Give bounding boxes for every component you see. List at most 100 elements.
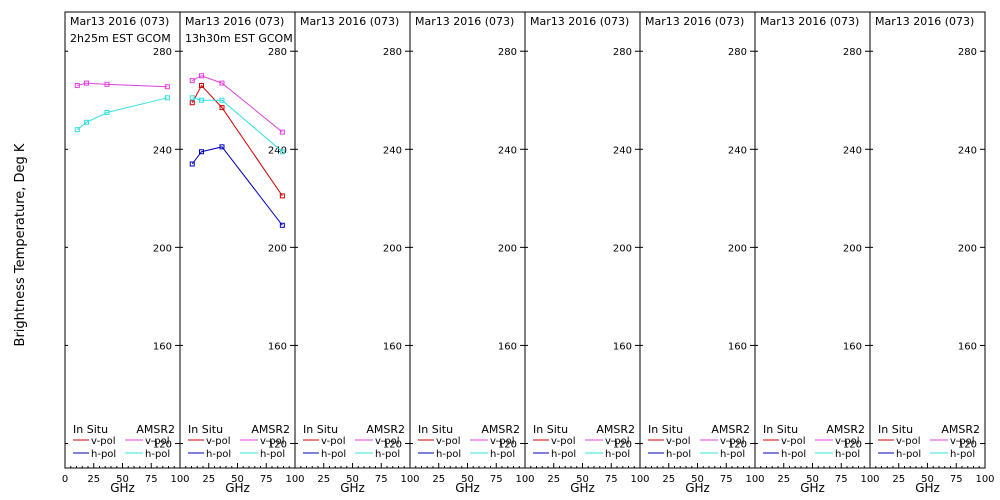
legend-label-amsr2-v: v-pol [490, 436, 515, 447]
legend-insitu-header: In Situ [418, 423, 453, 436]
data-point [219, 80, 225, 86]
x-tick-label: 25 [547, 474, 560, 485]
y-tick-label: 240 [613, 145, 632, 156]
data-point [189, 95, 195, 101]
y-tick-label: 160 [613, 341, 632, 352]
y-tick-label: 160 [498, 341, 517, 352]
data-point [104, 110, 110, 116]
x-axis-label: GHz [110, 481, 135, 495]
x-axis-label: GHz [570, 481, 595, 495]
panel-3: Mar13 2016 (073) 120 160 200 240 280 25 50 75 100… [294, 11, 420, 495]
x-tick-label: 25 [777, 474, 790, 485]
legend-amsr2-header: AMSR2 [941, 423, 980, 436]
y-tick-label: 200 [498, 243, 517, 254]
panel-subtitle: 2h25m EST GCOM [70, 32, 171, 45]
y-tick-label: 160 [268, 341, 287, 352]
y-tick-label: 240 [843, 145, 862, 156]
x-tick-label: 25 [662, 474, 675, 485]
legend-label-amsr2-v: v-pol [605, 436, 630, 447]
y-tick-label: 120 [268, 439, 287, 450]
data-point [199, 149, 205, 155]
y-tick-label: 280 [153, 47, 172, 58]
data-point [279, 193, 285, 199]
panel-title: Mar13 2016 (073) [875, 15, 974, 28]
panel-frame [294, 11, 411, 469]
legend-label-amsr2-h: h-pol [145, 449, 170, 460]
data-point [84, 80, 90, 86]
legend-amsr2-header: AMSR2 [251, 423, 290, 436]
y-tick-label: 240 [268, 145, 287, 156]
y-tick-label: 120 [153, 439, 172, 450]
panel-8: Mar13 2016 (073) 120 160 200 240 280 25 50 75 100… [869, 11, 995, 495]
series-line-amsr2_h [192, 97, 283, 153]
panel-title: Mar13 2016 (073) [645, 15, 744, 28]
data-point [279, 149, 285, 155]
legend-amsr2-header: AMSR2 [366, 423, 405, 436]
panel-title: Mar13 2016 (073) [300, 15, 399, 28]
legend-label-insitu-h: h-pol [896, 449, 921, 460]
panel-frame [639, 11, 756, 469]
legend-label-amsr2-h: h-pol [375, 449, 400, 460]
x-axis-label: GHz [225, 481, 250, 495]
series-line-amsr2_v [192, 75, 283, 133]
x-tick-label: 75 [605, 474, 618, 485]
legend-label-amsr2-h: h-pol [720, 449, 745, 460]
legend-label-insitu-h: h-pol [551, 449, 576, 460]
legend-insitu-header: In Situ [878, 423, 913, 436]
panel-subtitle: 13h30m EST GCOM [185, 32, 293, 45]
series-amsr2_h [74, 95, 170, 133]
legend-amsr2-header: AMSR2 [136, 423, 175, 436]
panel-title: Mar13 2016 (073) [530, 15, 629, 28]
legend-label-amsr2-h: h-pol [950, 449, 975, 460]
y-tick-label: 160 [728, 341, 747, 352]
legend-label-amsr2-v: v-pol [260, 436, 285, 447]
x-tick-label: 25 [892, 474, 905, 485]
data-point [74, 127, 80, 133]
y-tick-label: 240 [498, 145, 517, 156]
x-tick-label: 50 [576, 474, 589, 485]
x-tick-label: 100 [515, 474, 534, 485]
data-point [164, 95, 170, 101]
data-point [219, 97, 225, 103]
panel-2: Mar13 2016 (073) 13h30m EST GCOM 120 160 200… [179, 11, 305, 495]
panel-title: Mar13 2016 (073) [760, 15, 859, 28]
legend-label-amsr2-h: h-pol [835, 449, 860, 460]
legend-label-insitu-h: h-pol [91, 449, 116, 460]
data-point [219, 105, 225, 111]
x-tick-label: 50 [806, 474, 819, 485]
x-axis-label: GHz [455, 481, 480, 495]
x-tick-label: 100 [860, 474, 879, 485]
panels-group: Mar13 2016 (073) 2h25m EST GCOM 120 160 200 2… [62, 11, 995, 495]
y-tick-label: 200 [153, 243, 172, 254]
y-tick-label: 200 [843, 243, 862, 254]
y-tick-label: 240 [383, 145, 402, 156]
legend-label-insitu-h: h-pol [321, 449, 346, 460]
legend-label-amsr2-v: v-pol [720, 436, 745, 447]
legend-label-amsr2-h: h-pol [260, 449, 285, 460]
data-point [164, 84, 170, 90]
panel-frame [754, 11, 871, 469]
y-tick-label: 240 [153, 145, 172, 156]
legend-amsr2-header: AMSR2 [596, 423, 635, 436]
legend-insitu-header: In Situ [763, 423, 798, 436]
legend-label-amsr2-v: v-pol [950, 436, 975, 447]
panel-frame [179, 11, 296, 469]
y-tick-label: 280 [843, 47, 862, 58]
y-tick-label: 240 [958, 145, 977, 156]
y-tick-label: 280 [958, 47, 977, 58]
legend-insitu-header: In Situ [73, 423, 108, 436]
y-tick-label: 160 [153, 341, 172, 352]
legend-label-insitu-v: v-pol [91, 436, 116, 447]
panel-title: Mar13 2016 (073) [70, 15, 169, 28]
panel-6: Mar13 2016 (073) 120 160 200 240 280 25 50 75 100… [639, 11, 765, 495]
x-tick-label: 50 [231, 474, 244, 485]
panel-frame [524, 11, 641, 469]
legend-label-insitu-v: v-pol [781, 436, 806, 447]
y-tick-label: 280 [613, 47, 632, 58]
x-tick-label: 25 [432, 474, 445, 485]
legend-insitu-header: In Situ [303, 423, 338, 436]
